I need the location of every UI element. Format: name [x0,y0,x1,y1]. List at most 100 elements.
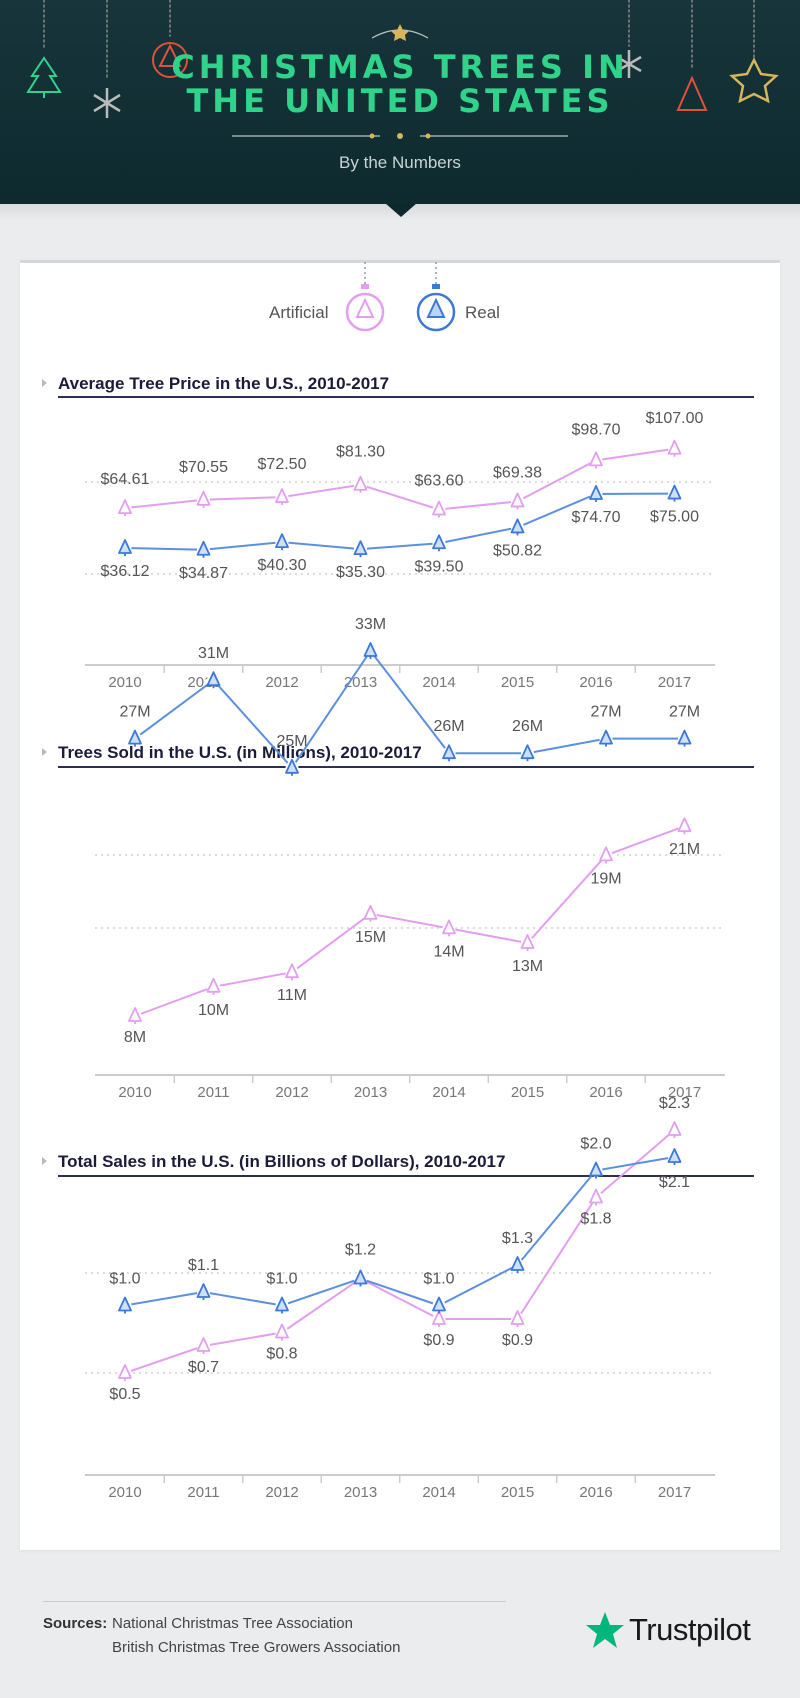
x-tick-label: 2017 [668,1084,701,1101]
ornament-decorations [26,0,779,139]
data-label: $70.55 [179,459,228,476]
data-label: $1.0 [423,1271,454,1288]
chart-2-rule [58,766,754,768]
x-tick-label: 2014 [422,674,455,691]
real-ornament-icon [416,284,456,332]
data-label: $0.9 [423,1332,454,1349]
real-data-point [520,744,535,762]
artificial-data-point [520,934,535,951]
x-tick-label: 2012 [265,1484,298,1501]
real-series-line [124,492,675,551]
data-label: $64.61 [101,471,150,488]
data-label: $98.70 [572,421,621,438]
real-data-point [432,534,446,552]
data-label: 15M [355,929,386,946]
star-icon [391,24,409,41]
chart-3-title: Total Sales in the U.S. (in Billions of … [58,1152,506,1171]
data-label: 33M [355,616,386,633]
data-label: 31M [198,645,229,662]
title-line-1: CHRISTMAS TREES IN [171,48,629,86]
real-data-point [510,518,525,536]
data-label: $74.70 [572,509,621,526]
tree-ornament-icon [26,56,62,98]
artificial-ornament-icon [345,284,385,332]
star-ornament-icon [729,57,779,104]
real-data-point [667,484,682,502]
data-label: 26M [512,718,543,735]
real-data-point [353,1269,368,1287]
artificial-data-point [599,846,613,864]
artificial-series-line [134,825,685,1017]
real-data-point [353,540,368,558]
real-data-point [677,729,692,747]
artificial-data-point [510,492,525,510]
artificial-data-point [677,817,692,835]
chart-2-title: Trees Sold in the U.S. (in Millions), 20… [58,743,422,762]
chart-1-rule [58,396,754,398]
artificial-data-point [442,919,456,937]
legend-graphic [345,262,456,332]
trustpilot-logo[interactable]: Trustpilot [585,1610,751,1650]
artificial-data-point [118,1364,132,1381]
data-label: $0.5 [109,1386,140,1403]
data-label: $2.3 [659,1095,690,1112]
artificial-data-point [196,1337,211,1354]
data-label: $1.2 [345,1242,376,1259]
x-tick-label: 2013 [344,1484,377,1501]
data-label: 10M [198,1002,229,1019]
x-tick-label: 2012 [275,1084,308,1101]
x-tick-label: 2014 [432,1084,465,1101]
data-label: $107.00 [646,410,704,427]
data-label: $72.50 [258,456,307,473]
star-icon [586,1612,624,1648]
bauble-tree-icon [152,42,188,78]
artificial-data-point [128,1007,142,1024]
real-data-point [275,1296,289,1314]
data-label: $2.0 [580,1136,611,1153]
header-notch [385,203,417,217]
title-line-2: THE UNITED STATES [186,82,614,120]
x-tick-label: 2011 [187,1484,219,1501]
data-label: $1.8 [580,1211,611,1228]
data-label: $40.30 [258,557,307,574]
data-label: $69.38 [493,464,542,481]
data-label: 11M [277,987,307,1004]
data-label: $35.30 [336,564,385,581]
real-data-point [206,671,221,689]
real-series-line [124,1156,675,1307]
header-shadow [0,204,800,220]
data-label: 27M [669,704,700,721]
real-data-point [432,1296,446,1314]
artificial-data-point [510,1310,525,1327]
real-series-line [134,649,685,770]
x-tick-label: 2017 [658,1484,691,1501]
artificial-data-point [363,904,378,922]
data-label: 26M [433,718,464,735]
x-tick-label: 2015 [511,1084,544,1101]
section-bullet [42,748,47,756]
data-label: $63.60 [415,473,464,490]
legend-artificial-label: Artificial [269,303,329,322]
real-data-point [589,485,603,502]
snowflake-icon [616,50,642,78]
data-label: $50.82 [493,542,542,559]
data-label: 19M [590,870,621,887]
real-data-point [667,1148,682,1165]
data-label: $1.1 [188,1257,219,1274]
x-tick-label: 2016 [579,674,612,691]
x-tick-label: 2011 [197,1084,229,1101]
artificial-data-point [206,977,221,995]
data-label: 27M [590,704,621,721]
data-label: $1.0 [109,1271,140,1288]
data-label: $1.3 [502,1230,533,1247]
artificial-data-point [589,1188,603,1206]
artificial-data-point [285,963,299,981]
real-data-point [275,533,289,551]
section-bullet [42,379,47,387]
data-label: 25M [276,733,307,750]
data-label: $1.0 [266,1271,297,1288]
artificial-data-point [432,1310,446,1327]
